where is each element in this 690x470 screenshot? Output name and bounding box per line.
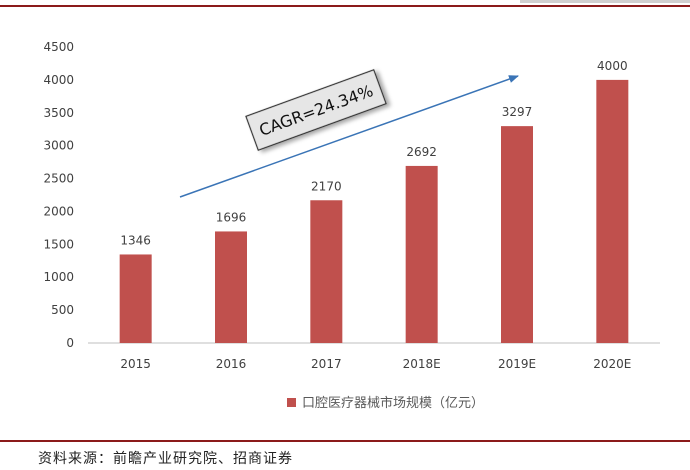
y-tick-label: 4000 <box>43 73 74 87</box>
x-tick-label: 2020E <box>593 357 631 371</box>
y-tick-label: 3000 <box>43 139 74 153</box>
y-tick-label: 2000 <box>43 204 74 218</box>
top-rule <box>0 5 690 7</box>
cagr-box <box>245 69 387 151</box>
legend-swatch <box>287 398 296 407</box>
y-tick-label: 0 <box>66 336 74 350</box>
bar <box>310 200 343 343</box>
legend-label: 口腔医疗器械市场规模（亿元） <box>302 395 484 411</box>
cagr-annotation: CAGR=24.34% <box>245 69 387 151</box>
bottom-rule <box>0 440 690 442</box>
y-tick-label: 1500 <box>43 237 74 251</box>
x-tick-label: 2017 <box>311 357 342 371</box>
x-tick-labels: 2015 2016 2017 2018E 2019E 2020E <box>120 357 631 371</box>
x-tick-label: 2018E <box>403 357 441 371</box>
y-tick-label: 1000 <box>43 270 74 284</box>
bar <box>596 79 629 343</box>
data-label: 3297 <box>502 105 533 119</box>
top-gray-rule <box>520 0 690 3</box>
x-tick-label: 2015 <box>120 357 151 371</box>
data-label: 4000 <box>597 59 628 73</box>
data-label: 1696 <box>216 210 247 224</box>
y-axis: 0 500 1000 1500 2000 2500 3000 3500 4000 4500 <box>43 40 74 350</box>
data-label: 1346 <box>120 233 151 247</box>
y-tick-label: 4500 <box>43 40 74 54</box>
y-tick-label: 500 <box>51 303 74 317</box>
data-label: 2170 <box>311 179 342 193</box>
y-tick-label: 2500 <box>43 172 74 186</box>
y-tick-label: 3500 <box>43 106 74 120</box>
x-tick-label: 2019E <box>498 357 536 371</box>
legend: 口腔医疗器械市场规模（亿元） <box>287 395 484 411</box>
bar <box>501 126 533 343</box>
bar-chart: 0 500 1000 1500 2000 2500 3000 3500 4000 4500 134… <box>43 40 660 411</box>
trend-arrow <box>179 75 519 198</box>
bar <box>215 231 247 343</box>
data-label: 2692 <box>406 145 437 159</box>
bar <box>119 254 152 343</box>
bars: 1346 1696 2170 2692 3297 4000 <box>119 59 629 343</box>
source-note: 资料来源：前瞻产业研究院、招商证券 <box>38 451 293 467</box>
x-tick-label: 2016 <box>216 357 247 371</box>
bar <box>405 165 438 343</box>
